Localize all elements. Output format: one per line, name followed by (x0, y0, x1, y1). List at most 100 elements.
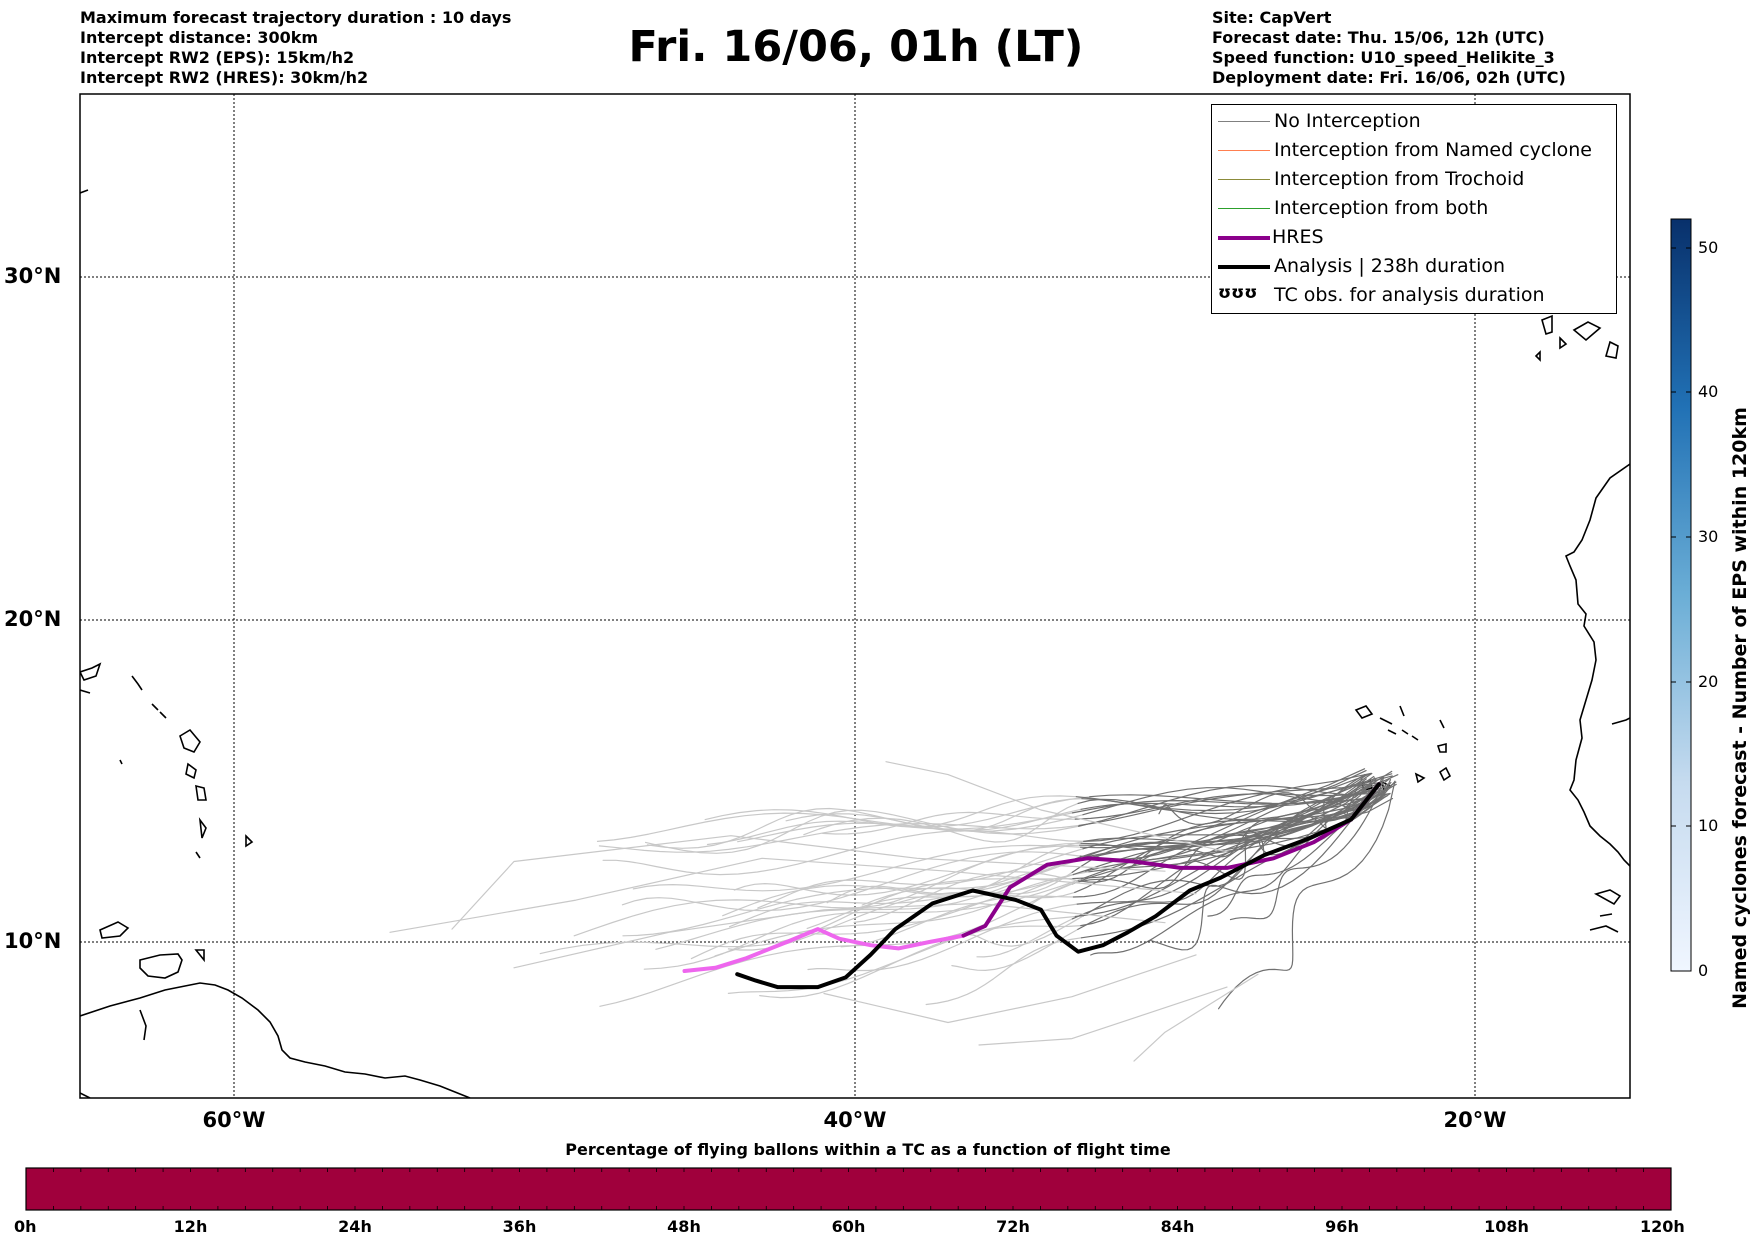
info-line: Maximum forecast trajectory duration : 1… (80, 8, 512, 27)
coast-fragment (1599, 913, 1613, 917)
vbar-tick-label: 10 (1698, 816, 1719, 835)
legend-swatch (1218, 265, 1270, 269)
island-outline (131, 675, 143, 691)
hbar-tick-label: 0h (14, 1217, 37, 1236)
eps-trajectory (1127, 781, 1392, 870)
eps-trajectory-early (807, 903, 1078, 972)
legend-label: Interception from Trochoid (1274, 168, 1525, 190)
legend-label: Interception from both (1274, 197, 1489, 219)
lon-label-20w: 20°W (1443, 1108, 1507, 1132)
hbar-tick-label: 96h (1325, 1217, 1359, 1236)
legend-item: HRES (1212, 223, 1616, 252)
hbar-tick-label: 84h (1160, 1217, 1195, 1236)
eps-trajectory-early (803, 802, 1079, 843)
eps-trajectory-early (645, 809, 1080, 854)
eps-trajectory-early (823, 954, 1197, 1024)
legend-swatch (1218, 150, 1270, 151)
cape-verde-island (1379, 717, 1393, 725)
hbar-tick-label: 60h (831, 1217, 866, 1236)
hres-trajectory (961, 782, 1381, 938)
map-frame (79, 93, 1631, 1099)
map-title: Fri. 16/06, 01h (LT) (628, 22, 1084, 72)
legend-item: Interception from Trochoid (1212, 165, 1616, 194)
vertical-colorbar (1670, 218, 1692, 972)
cape-verde-island (1354, 705, 1374, 719)
eps-trajectory (1229, 776, 1385, 921)
legend-swatch (1218, 121, 1270, 122)
vbar-tick-label: 0 (1698, 961, 1709, 980)
cape-verde-island (1411, 735, 1419, 741)
eps-trajectory (1076, 775, 1375, 905)
eps-trajectory-early (389, 857, 1197, 933)
info-line: Deployment date: Fri. 16/06, 02h (UTC) (1212, 68, 1566, 87)
bijagos-islands (1593, 889, 1622, 906)
eps-trajectory (1083, 792, 1386, 858)
cape-verde-island (1401, 729, 1409, 735)
info-line: Forecast date: Thu. 15/06, 12h (UTC) (1212, 28, 1545, 47)
legend-swatch (1218, 236, 1270, 240)
lat-label-30n: 30°N (4, 264, 62, 288)
eps-trajectory (1194, 776, 1384, 880)
eps-trajectory-early (806, 874, 1074, 929)
hbar-tick-label: 12h (173, 1217, 208, 1236)
eps-trajectory (1072, 785, 1371, 876)
island-outline (80, 189, 89, 194)
trinidad-outline (139, 953, 183, 979)
eps-trajectory-early (722, 840, 1085, 917)
legend-label: No Interception (1274, 110, 1421, 132)
legend-label: Interception from Named cyclone (1274, 139, 1592, 161)
legend-item: Analysis | 238h duration (1212, 252, 1616, 281)
hbar-tick-label: 36h (502, 1217, 537, 1236)
map-area (80, 94, 1630, 1098)
eps-trajectory (1078, 785, 1374, 827)
island-outline (159, 711, 167, 719)
analysis-trajectory (735, 782, 1381, 990)
eps-trajectory-early (978, 986, 1228, 1046)
legend-label: HRES (1272, 226, 1324, 248)
eps-trajectory-early (822, 811, 1076, 835)
canary-island (1559, 336, 1568, 350)
trajectories (389, 761, 1399, 1062)
eps-trajectory-early (853, 871, 1079, 923)
vbar-tick-label: 50 (1698, 238, 1719, 257)
island-outline (80, 689, 91, 694)
vertical-colorbar-ticks (1671, 247, 1691, 972)
hbar-tick-label: 72h (996, 1217, 1030, 1236)
eps-trajectory (1082, 772, 1373, 917)
island-outline (195, 851, 201, 859)
eps-trajectory-early (573, 844, 1081, 937)
canary-island (1541, 314, 1553, 336)
hbar-tick-label: 48h (667, 1217, 701, 1236)
island-outline (151, 703, 159, 711)
hbar-tick-label: 24h (338, 1217, 372, 1236)
island-outline (198, 817, 207, 839)
cape-verde-island (1438, 766, 1452, 782)
eps-trajectory-early (706, 812, 1073, 846)
info-line: Intercept distance: 300km (80, 28, 319, 47)
eps-trajectory (1075, 775, 1393, 812)
canary-island (1572, 321, 1602, 342)
cape-verde-island (1387, 729, 1397, 735)
eps-trajectory-early (621, 851, 1081, 912)
eps-trajectory-early (646, 807, 1084, 849)
eps-trajectory-early (1133, 973, 1259, 1062)
site-info-text: Site: CapVert Forecast date: Thu. 15/06,… (1212, 8, 1566, 88)
hbar-tick-label: 108h (1484, 1217, 1529, 1236)
lat-label-20n: 20°N (4, 607, 62, 631)
eps-trajectory (1074, 778, 1377, 918)
hres-trajectory-early (682, 927, 966, 973)
eps-trajectory (1149, 785, 1379, 951)
eps-trajectory-early (885, 761, 1228, 853)
eps-trajectory (1218, 780, 1396, 1010)
legend: No Interception Interception from Named … (1211, 104, 1617, 314)
eps-trajectory (1071, 793, 1391, 885)
eps-trajectory-early (704, 795, 1077, 828)
eps-trajectory-early (729, 856, 1088, 928)
eps-trajectory (1089, 792, 1391, 805)
info-line: Intercept RW2 (EPS): 15km/h2 (80, 48, 355, 67)
vertical-colorbar-title: Named cyclones forecast - Number of EPS … (1729, 407, 1751, 1009)
legend-swatch (1218, 208, 1270, 209)
eps-trajectory (1077, 780, 1378, 930)
eps-trajectory-early (632, 844, 1082, 892)
island-outline (245, 834, 254, 848)
